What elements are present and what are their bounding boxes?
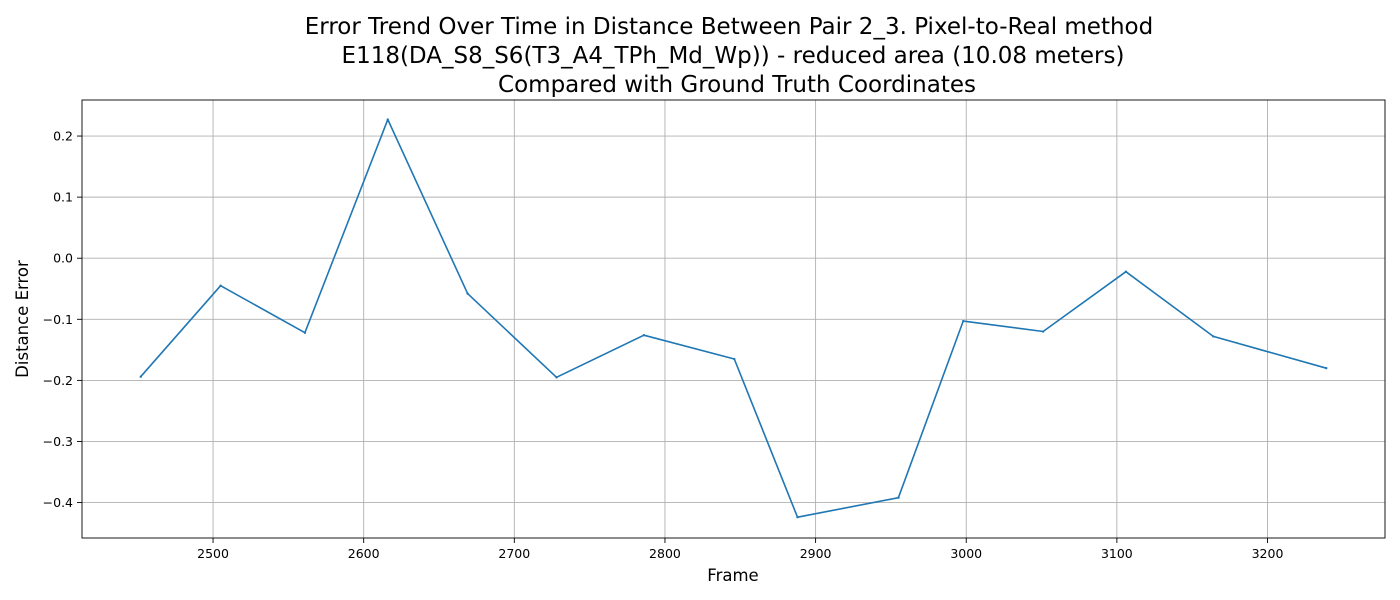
y-tick-label: 0.0 [53,251,73,266]
y-tick-label: −0.4 [43,495,73,510]
data-point [303,331,307,334]
data-point [386,118,389,121]
chart-title: Error Trend Over Time in Distance Betwee… [305,14,1153,98]
x-tick-label: 3000 [950,546,982,561]
x-tick-label: 2700 [498,546,530,561]
data-point [1325,366,1328,370]
data-point [1041,330,1045,333]
data-point [466,292,469,295]
series-layer [139,118,1328,519]
data-point [796,516,799,519]
data-point [1124,270,1128,273]
data-point [1212,335,1215,338]
grid [82,100,1385,538]
x-tick-label: 2600 [348,546,380,561]
y-tick-label: −0.1 [43,312,73,327]
title-line-1: Error Trend Over Time in Distance Betwee… [305,14,1153,40]
x-tick-label: 2500 [197,546,229,561]
y-tick-label: −0.3 [43,434,73,449]
data-point [733,357,736,361]
data-point [962,319,965,323]
x-tick-label: 3200 [1252,546,1284,561]
y-tick-label: 0.2 [53,129,73,144]
y-tick-label: −0.2 [43,373,73,388]
y-axis-label: Distance Error [13,260,32,378]
title-line-2: E118(DA_S8_S6(T3_A4_TPh_Md_Wp)) - reduce… [342,43,1125,69]
data-point [219,284,222,287]
x-tick-label: 2900 [800,546,832,561]
axis-ticks: 2500 2600 2700 2800 2900 3000 3100 3200 0.2 0.1 0.… [43,129,1284,561]
x-tick-label: 2800 [649,546,681,561]
data-point [555,376,558,379]
y-tick-label: 0.1 [53,190,73,205]
data-point [642,333,646,337]
x-axis-label: Frame [707,566,758,585]
data-point [897,496,900,499]
x-tick-label: 3100 [1101,546,1133,561]
series-line [140,118,1327,519]
title-line-3: Compared with Ground Truth Coordinates [498,72,976,98]
data-point [139,375,142,378]
